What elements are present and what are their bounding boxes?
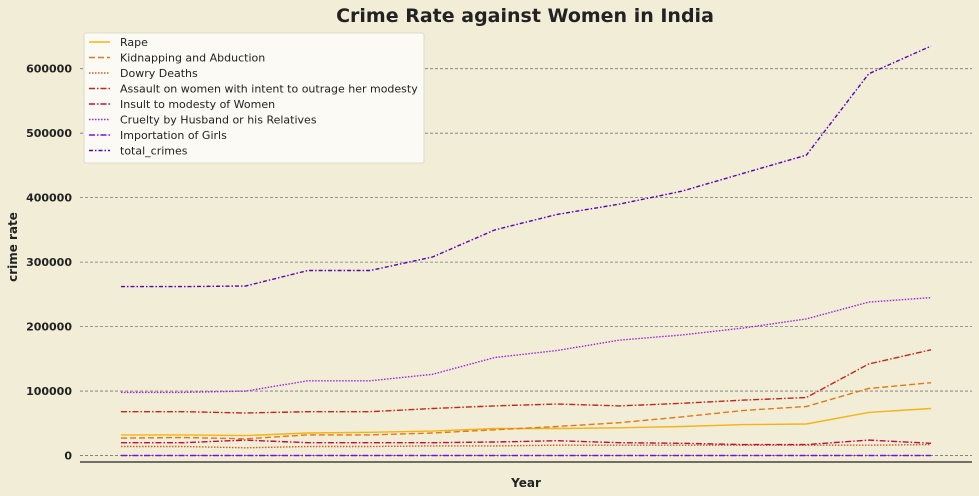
- series-lines: [120, 45, 932, 457]
- series-line: [121, 443, 932, 449]
- legend-label: Kidnapping and Abduction: [120, 52, 265, 65]
- y-tick-label: 0: [64, 450, 72, 463]
- legend-label: Insult to modesty of Women: [120, 98, 275, 111]
- legend-label: Dowry Deaths: [120, 67, 198, 80]
- chart-title: Crime Rate against Women in India: [336, 5, 714, 27]
- legend-box: [83, 32, 425, 164]
- y-tick-label: 600000: [26, 63, 72, 76]
- legend: Rape Kidnapping and Abduction Dowry Deaths…: [83, 32, 425, 164]
- y-tick-label: 100000: [26, 385, 72, 398]
- legend-label: Importation of Girls: [120, 129, 227, 142]
- y-tick-label: 300000: [26, 256, 72, 269]
- legend-label: total_crimes: [120, 145, 188, 158]
- y-tick-label: 200000: [26, 321, 72, 334]
- y-axis-label: crime rate: [6, 212, 20, 282]
- series-line: [121, 296, 932, 394]
- y-tick-labels: 0 100000 200000 300000 400000 500000 600000: [26, 63, 72, 463]
- series-line: [121, 407, 932, 437]
- legend-label: Cruelty by Husband or his Relatives: [120, 114, 317, 127]
- legend-label: Rape: [120, 36, 148, 49]
- series-line: [120, 382, 932, 440]
- legend-label: Assault on women with intent to outrage …: [120, 83, 418, 96]
- series-line: [121, 349, 932, 414]
- series-line: [121, 45, 932, 288]
- y-tick-label: 400000: [26, 192, 72, 205]
- y-tick-label: 500000: [26, 127, 72, 140]
- x-axis-label: Year: [510, 476, 541, 490]
- series-line: [121, 439, 932, 446]
